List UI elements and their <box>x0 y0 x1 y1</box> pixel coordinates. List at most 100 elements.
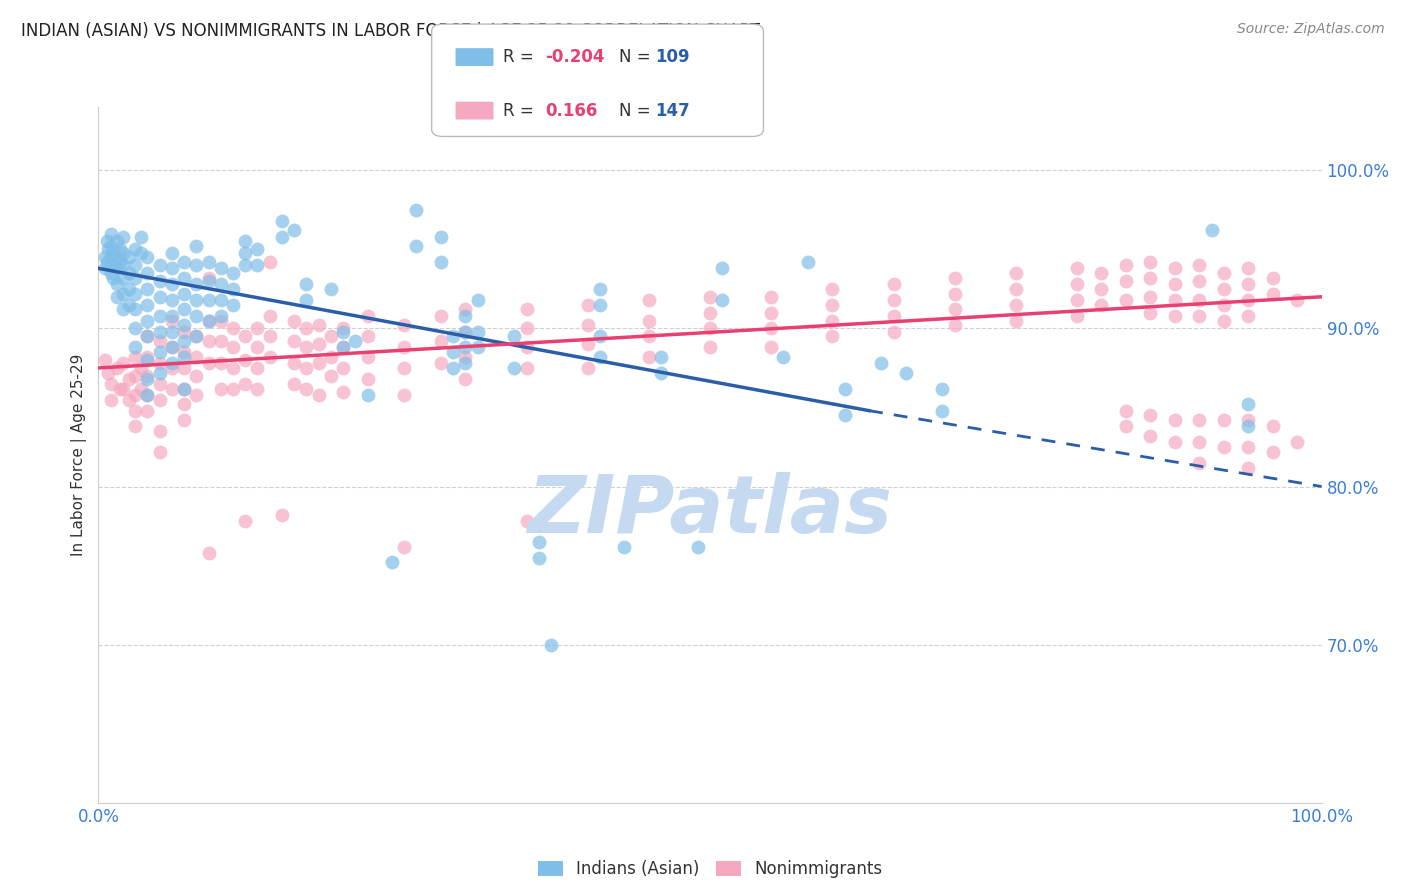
Point <box>160 313 183 327</box>
Point <box>136 329 159 343</box>
Point <box>222 361 245 376</box>
Point <box>197 546 219 560</box>
Point <box>197 356 219 370</box>
Point <box>186 329 208 343</box>
Point <box>1188 293 1211 307</box>
Point <box>186 239 208 253</box>
Point <box>100 258 122 272</box>
Point <box>430 229 453 244</box>
Point <box>197 293 219 307</box>
Point <box>186 258 208 272</box>
Point <box>467 325 489 339</box>
Point <box>105 290 128 304</box>
Point <box>1212 413 1234 427</box>
Point <box>1139 290 1161 304</box>
Point <box>1115 274 1137 288</box>
Point <box>186 309 208 323</box>
Point <box>772 350 794 364</box>
Point <box>1237 261 1260 276</box>
Point <box>527 550 550 565</box>
Point <box>233 235 256 249</box>
Point <box>638 329 661 343</box>
Point <box>173 350 195 364</box>
Point <box>105 235 128 249</box>
Point <box>111 229 134 244</box>
Point <box>136 388 159 402</box>
Point <box>1164 309 1187 323</box>
Point <box>136 388 159 402</box>
Point <box>515 302 537 317</box>
Point <box>527 534 550 549</box>
Point <box>100 250 122 264</box>
Point <box>1004 298 1026 312</box>
Point <box>356 372 378 386</box>
Point <box>118 266 141 280</box>
Point <box>111 270 134 285</box>
Point <box>392 540 416 554</box>
Point <box>711 293 734 307</box>
Point <box>686 540 709 554</box>
Point <box>405 239 427 253</box>
Point <box>136 403 159 417</box>
Text: 109: 109 <box>655 48 690 66</box>
Point <box>699 305 721 319</box>
Point <box>943 302 966 317</box>
Point <box>1212 282 1234 296</box>
Point <box>124 302 146 317</box>
Point <box>515 514 537 528</box>
Point <box>650 350 672 364</box>
Point <box>246 382 269 396</box>
Point <box>931 382 953 396</box>
Point <box>319 282 342 296</box>
Point <box>110 255 132 269</box>
Point <box>173 334 195 348</box>
Point <box>405 202 427 217</box>
Point <box>100 376 122 391</box>
Point <box>173 345 195 359</box>
Point <box>222 382 245 396</box>
Point <box>430 255 453 269</box>
Point <box>149 444 172 458</box>
Point <box>283 313 305 327</box>
Point <box>160 361 183 376</box>
Point <box>186 350 208 364</box>
Point <box>1188 435 1211 450</box>
Point <box>576 361 599 376</box>
Point <box>96 235 118 249</box>
Point <box>1286 435 1309 450</box>
Point <box>283 376 305 391</box>
Point <box>96 255 118 269</box>
Point <box>283 223 305 237</box>
Point <box>392 388 416 402</box>
Point <box>295 382 318 396</box>
Point <box>129 245 152 260</box>
Point <box>246 258 269 272</box>
Point <box>883 325 905 339</box>
Point <box>136 298 159 312</box>
Point <box>943 270 966 285</box>
Point <box>576 298 599 312</box>
Point <box>173 318 195 333</box>
Point <box>222 321 245 335</box>
Point <box>344 334 367 348</box>
Point <box>319 368 342 383</box>
Point <box>197 313 219 327</box>
Point <box>1237 397 1260 411</box>
Point <box>209 313 232 327</box>
Point <box>356 329 378 343</box>
Point <box>332 321 354 335</box>
Point <box>270 508 294 522</box>
Point <box>160 340 183 354</box>
Point <box>454 356 477 370</box>
Point <box>197 274 219 288</box>
Point <box>136 372 159 386</box>
Point <box>1139 305 1161 319</box>
Point <box>173 286 195 301</box>
Point <box>136 368 159 383</box>
Point <box>931 403 953 417</box>
Point <box>118 392 141 407</box>
Text: R =: R = <box>503 48 540 66</box>
Point <box>129 229 152 244</box>
Point <box>160 293 183 307</box>
Point <box>149 309 172 323</box>
